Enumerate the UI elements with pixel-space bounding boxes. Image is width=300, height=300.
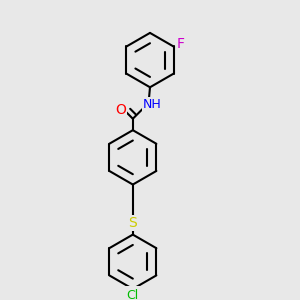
Text: NH: NH [142,98,161,111]
Text: S: S [128,216,137,230]
Text: F: F [177,37,185,51]
Text: O: O [115,103,126,117]
Text: Cl: Cl [127,289,139,300]
